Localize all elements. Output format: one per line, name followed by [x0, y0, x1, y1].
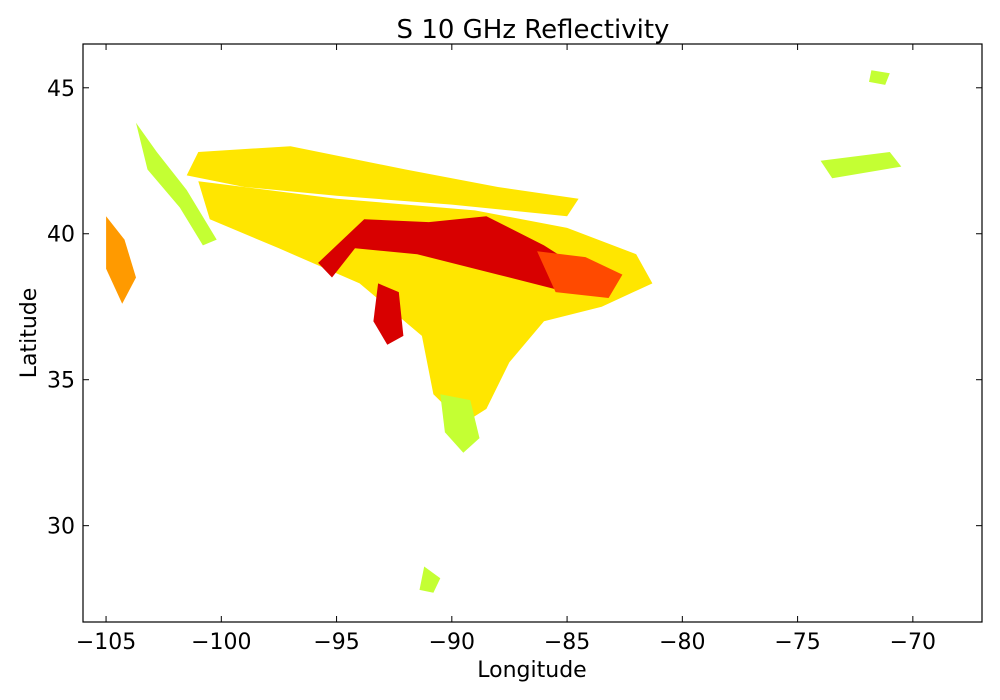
plot-area	[82, 43, 983, 623]
reflectivity-region-core-ring	[318, 216, 591, 290]
y-tick-label: 45	[47, 77, 75, 102]
reflectivity-region-kentucky-core	[537, 251, 623, 298]
x-tick-label: −95	[313, 630, 359, 655]
y-tick-label: 30	[47, 515, 75, 540]
x-tick-label: −80	[659, 630, 705, 655]
x-tick-label: −70	[890, 630, 936, 655]
reflectivity-region-northeast-cells	[820, 152, 902, 179]
y-axis-label: Latitude	[17, 288, 42, 379]
reflectivity-region-southern-stream	[440, 394, 480, 453]
y-tick-label: 35	[47, 369, 75, 394]
reflectivity-region-arkansas-core	[373, 283, 404, 345]
x-tick-label: −105	[76, 630, 136, 655]
plot-frame	[82, 43, 983, 623]
reflectivity-region-gulf-cells	[419, 566, 441, 593]
axis-ticks: −105 −100 −95 −90 −85 −80 −75 −70 30 35 40 45	[47, 44, 982, 655]
chart-title: S 10 GHz Reflectivity	[397, 15, 670, 45]
x-tick-label: −90	[429, 630, 475, 655]
x-axis-label: Longitude	[477, 658, 586, 683]
y-tick-label: 40	[47, 223, 75, 248]
reflectivity-region-western-edge-band	[106, 216, 136, 304]
x-tick-label: −75	[774, 630, 820, 655]
x-tick-label: −85	[544, 630, 590, 655]
x-tick-label: −100	[191, 630, 251, 655]
reflectivity-region-northern-plains-band	[186, 146, 579, 217]
reflectivity-region-western-streamer	[136, 122, 217, 246]
reflectivity-field	[106, 70, 902, 593]
reflectivity-region-central-band	[198, 181, 653, 424]
reflectivity-region-maine-cell	[869, 70, 890, 85]
